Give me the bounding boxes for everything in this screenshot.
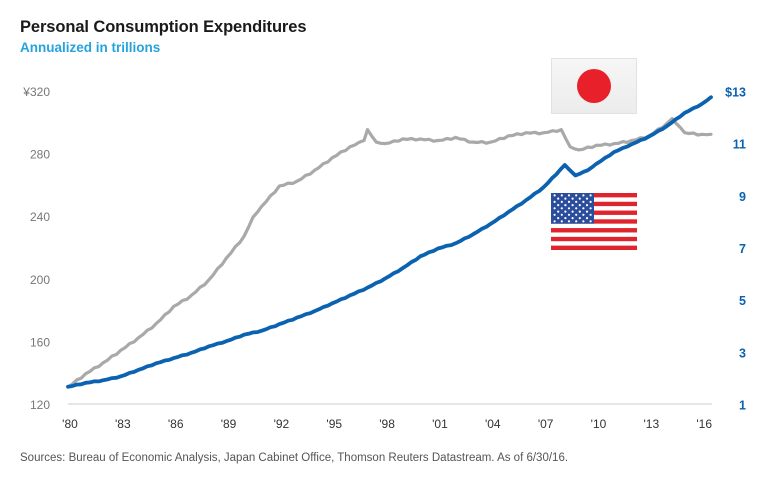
- chart-subtitle: Annualized in trillions: [20, 40, 161, 55]
- right-y-tick-label: $13: [725, 86, 746, 100]
- x-tick-label: '98: [379, 417, 395, 431]
- us-series-line: [66, 95, 713, 389]
- left-y-tick-label: 240: [30, 210, 50, 224]
- series-layer: [66, 95, 713, 389]
- chart-title: Personal Consumption Expenditures: [20, 18, 307, 36]
- x-tick-label: '86: [168, 417, 184, 431]
- x-tick-label: '10: [591, 417, 607, 431]
- japan-series-line: [66, 117, 713, 389]
- right-y-tick-label: 5: [739, 294, 746, 308]
- x-tick-label: '04: [485, 417, 501, 431]
- source-note: Sources: Bureau of Economic Analysis, Ja…: [20, 452, 569, 464]
- left-y-tick-label: 120: [30, 398, 50, 412]
- left-y-tick-label: 200: [30, 273, 50, 287]
- right-y-tick-label: 1: [739, 399, 746, 413]
- left-y-tick-label: ¥320: [22, 85, 50, 99]
- right-y-tick-label: 9: [739, 190, 746, 204]
- left-y-tick-label: 160: [30, 335, 50, 349]
- right-y-tick-label: 3: [739, 346, 746, 360]
- japan-flag-icon: [551, 58, 637, 114]
- right-y-axis: 1 3 5 7 9 11 $13: [725, 86, 746, 413]
- x-tick-label: '92: [274, 417, 290, 431]
- x-tick-label: '83: [115, 417, 131, 431]
- right-y-tick-label: 11: [733, 138, 746, 152]
- x-axis: '80 '83 '86 '89 '92 '95 '98 '01 '04 '07 '10 '13 '16: [62, 417, 712, 431]
- x-tick-label: '07: [538, 417, 554, 431]
- x-tick-label: '01: [432, 417, 448, 431]
- left-y-axis: 120 160 200 240 280 ¥320: [22, 85, 50, 412]
- x-tick-label: '16: [696, 417, 712, 431]
- us-flag-icon: [551, 193, 637, 251]
- x-tick-label: '13: [644, 417, 660, 431]
- x-tick-label: '95: [326, 417, 342, 431]
- right-y-tick-label: 7: [739, 242, 746, 256]
- x-tick-label: '80: [62, 417, 78, 431]
- x-tick-label: '89: [221, 417, 237, 431]
- left-y-tick-label: 280: [30, 148, 50, 162]
